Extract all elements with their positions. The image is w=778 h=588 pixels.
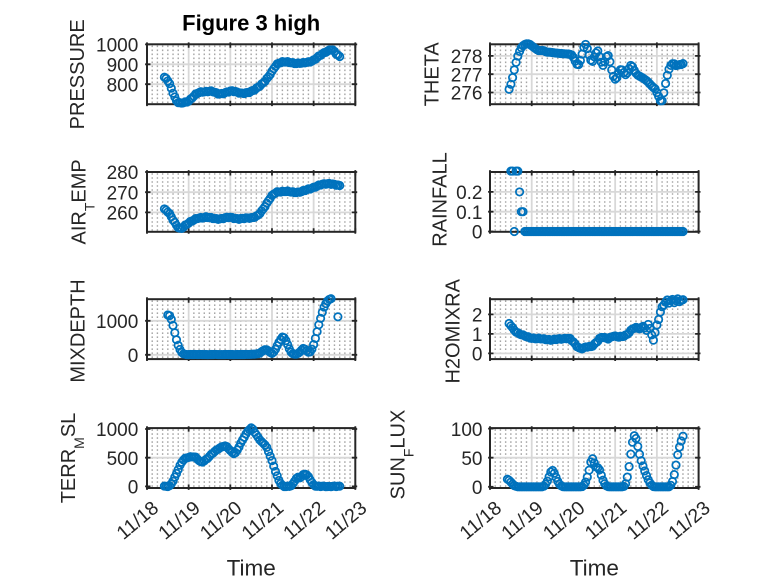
svg-text:Figure 3 high: Figure 3 high <box>182 11 320 36</box>
svg-text:276: 276 <box>451 84 483 105</box>
svg-text:AIRTEMP: AIRTEMP <box>68 159 97 244</box>
svg-text:SUNFLUX: SUNFLUX <box>388 410 417 500</box>
svg-text:280: 280 <box>107 163 139 184</box>
svg-text:0: 0 <box>128 346 139 367</box>
svg-text:50: 50 <box>461 449 482 470</box>
svg-text:0: 0 <box>472 345 483 366</box>
svg-text:0: 0 <box>472 223 483 244</box>
svg-text:H2OMIXRA: H2OMIXRA <box>442 278 464 383</box>
svg-text:1000: 1000 <box>96 420 138 441</box>
svg-text:TERRMSL: TERRMSL <box>58 413 87 504</box>
svg-text:0: 0 <box>472 478 483 499</box>
svg-text:100: 100 <box>451 420 483 441</box>
svg-text:800: 800 <box>107 75 139 96</box>
svg-text:1000: 1000 <box>96 36 138 57</box>
svg-text:260: 260 <box>107 204 139 225</box>
svg-text:Time: Time <box>570 556 619 581</box>
svg-text:1: 1 <box>472 325 483 346</box>
svg-text:2: 2 <box>472 306 483 327</box>
svg-text:270: 270 <box>107 183 139 204</box>
svg-text:277: 277 <box>451 65 483 86</box>
svg-text:0: 0 <box>128 478 139 499</box>
svg-text:900: 900 <box>107 56 139 77</box>
svg-text:500: 500 <box>107 449 139 470</box>
svg-text:0.1: 0.1 <box>456 203 482 224</box>
svg-text:1000: 1000 <box>96 312 138 333</box>
svg-text:Time: Time <box>227 556 276 581</box>
svg-text:RAINFALL: RAINFALL <box>430 152 452 246</box>
svg-text:0.2: 0.2 <box>456 183 482 204</box>
svg-text:THETA: THETA <box>421 42 443 107</box>
svg-text:278: 278 <box>451 47 483 68</box>
svg-text:PRESSURE: PRESSURE <box>67 19 89 129</box>
svg-text:MIXDEPTH: MIXDEPTH <box>68 279 90 382</box>
